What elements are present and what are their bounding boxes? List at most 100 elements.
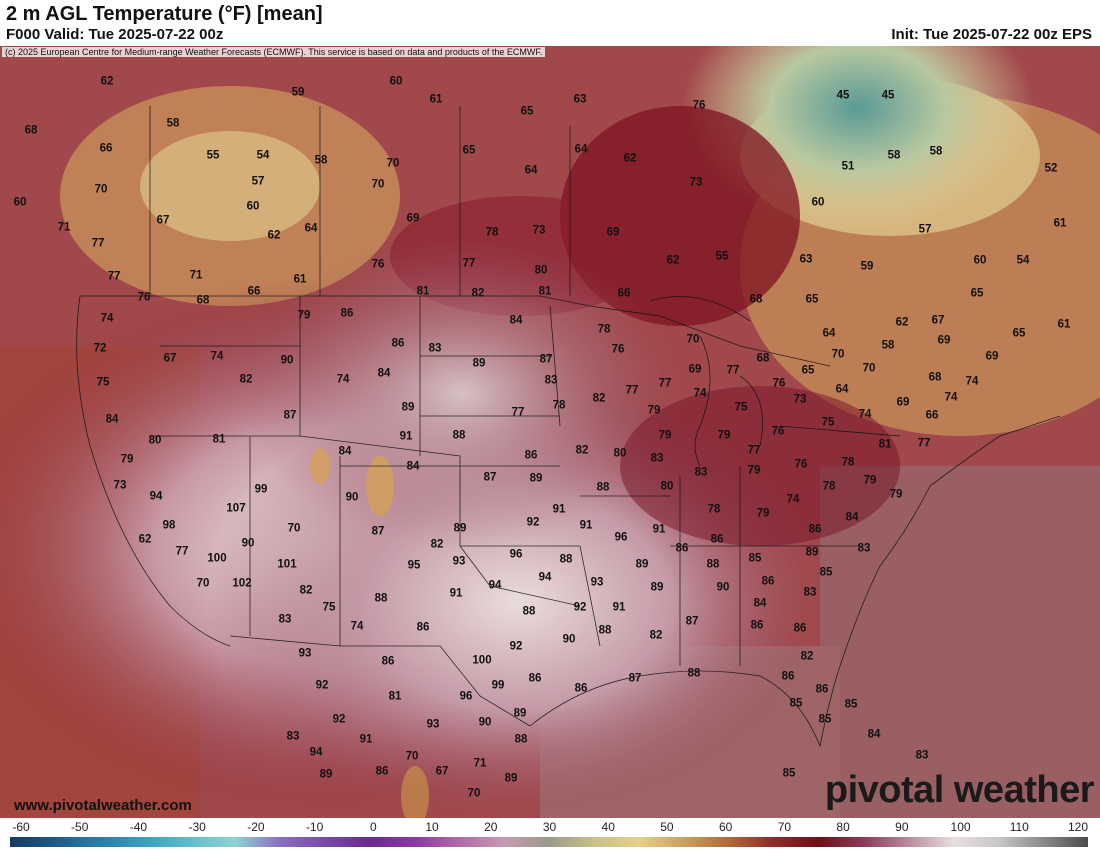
temperature-label: 84 — [867, 728, 881, 741]
temperature-label: 79 — [747, 464, 761, 477]
temperature-label: 76 — [611, 343, 625, 356]
temperature-label: 89 — [453, 522, 467, 535]
temperature-label: 82 — [471, 287, 485, 300]
temperature-label: 74 — [350, 620, 364, 633]
temperature-label: 82 — [430, 538, 444, 551]
temperature-label: 84 — [338, 445, 352, 458]
temperature-label: 91 — [552, 503, 566, 516]
temperature-label: 62 — [623, 152, 637, 165]
temperature-label: 58 — [314, 154, 328, 167]
temperature-label: 76 — [771, 425, 785, 438]
temperature-label: 79 — [889, 488, 903, 501]
temperature-label: 98 — [162, 519, 176, 532]
temperature-label: 58 — [929, 145, 943, 158]
legend-tick-label: 50 — [660, 820, 674, 834]
temperature-label: 69 — [985, 350, 999, 363]
temperature-label: 90 — [241, 537, 255, 550]
temperature-label: 70 — [371, 178, 385, 191]
temperature-label: 70 — [467, 787, 481, 800]
temperature-label: 107 — [226, 502, 246, 515]
legend-tick-label: 110 — [1009, 820, 1029, 834]
temperature-label: 86 — [391, 337, 405, 350]
temperature-label: 77 — [658, 377, 672, 390]
temperature-label: 90 — [716, 581, 730, 594]
temperature-label: 90 — [562, 633, 576, 646]
temperature-label: 86 — [815, 683, 829, 696]
temperature-label: 74 — [100, 312, 114, 325]
temperature-label: 83 — [857, 542, 871, 555]
temperature-label: 93 — [426, 718, 440, 731]
temperature-label: 77 — [511, 406, 525, 419]
temperature-label: 78 — [841, 456, 855, 469]
temperature-label: 64 — [574, 143, 588, 156]
temperature-label: 69 — [937, 334, 951, 347]
temperature-label: 84 — [406, 460, 420, 473]
temperature-label: 99 — [254, 483, 268, 496]
temperature-label: 88 — [687, 667, 701, 680]
temperature-label: 57 — [251, 175, 265, 188]
temperature-label: 89 — [650, 581, 664, 594]
temperature-label: 70 — [862, 362, 876, 375]
temperature-label: 87 — [539, 353, 553, 366]
temperature-label: 65 — [805, 293, 819, 306]
temperature-label: 74 — [693, 387, 707, 400]
temperature-label: 69 — [896, 396, 910, 409]
temperature-label: 45 — [881, 89, 895, 102]
temperature-label: 85 — [782, 767, 796, 780]
temperature-label: 99 — [491, 679, 505, 692]
temperature-label: 84 — [509, 314, 523, 327]
legend-tick-label: 90 — [895, 820, 909, 834]
temperature-label: 94 — [149, 490, 163, 503]
temperature-label: 65 — [462, 144, 476, 157]
temperature-label: 86 — [416, 621, 430, 634]
temperature-label: 82 — [800, 650, 814, 663]
temperature-label: 89 — [319, 768, 333, 781]
temperature-label: 79 — [756, 507, 770, 520]
temperature-label: 61 — [429, 93, 443, 106]
map-background — [0, 46, 1100, 818]
temperature-label: 62 — [100, 75, 114, 88]
temperature-label: 71 — [57, 221, 71, 234]
temperature-label: 96 — [614, 531, 628, 544]
website-link[interactable]: www.pivotalweather.com — [14, 797, 192, 814]
temperature-label: 62 — [138, 533, 152, 546]
temperature-label: 84 — [753, 597, 767, 610]
temperature-label: 86 — [808, 523, 822, 536]
temperature-label: 52 — [1044, 162, 1058, 175]
temperature-label: 89 — [513, 707, 527, 720]
temperature-label: 67 — [156, 214, 170, 227]
temperature-label: 70 — [831, 348, 845, 361]
legend-tick-label: 30 — [542, 820, 557, 834]
map-header: 2 m AGL Temperature (°F) [mean] F000 Val… — [0, 0, 1100, 46]
temperature-label: 55 — [206, 149, 220, 162]
temperature-label: 83 — [650, 452, 664, 465]
temperature-map[interactable]: (c) 2025 European Centre for Medium-rang… — [0, 46, 1100, 818]
temperature-label: 61 — [1057, 318, 1071, 331]
temperature-label: 79 — [297, 309, 311, 322]
temperature-label: 54 — [1016, 254, 1030, 267]
temperature-label: 88 — [522, 605, 536, 618]
temperature-label: 82 — [592, 392, 606, 405]
temperature-label: 88 — [374, 592, 388, 605]
temperature-label: 92 — [332, 713, 346, 726]
legend-tick-label: -60 — [12, 820, 30, 834]
temperature-label: 65 — [970, 287, 984, 300]
temperature-label: 88 — [559, 553, 573, 566]
temperature-label: 79 — [863, 474, 877, 487]
temperature-label: 78 — [485, 226, 499, 239]
temperature-label: 74 — [858, 408, 872, 421]
temperature-label: 67 — [435, 765, 449, 778]
copyright-notice: (c) 2025 European Centre for Medium-rang… — [2, 47, 546, 57]
temperature-label: 87 — [628, 672, 642, 685]
temperature-label: 95 — [407, 559, 421, 572]
temperature-label: 83 — [803, 586, 817, 599]
temperature-label: 80 — [534, 264, 548, 277]
temperature-label: 83 — [694, 466, 708, 479]
legend-tick-label: 40 — [601, 820, 615, 834]
temperature-label: 63 — [799, 253, 813, 266]
temperature-label: 67 — [931, 314, 945, 327]
temperature-label: 87 — [371, 525, 385, 538]
map-title: 2 m AGL Temperature (°F) [mean] — [6, 3, 323, 25]
temperature-label: 66 — [247, 285, 261, 298]
temperature-label: 83 — [544, 374, 558, 387]
